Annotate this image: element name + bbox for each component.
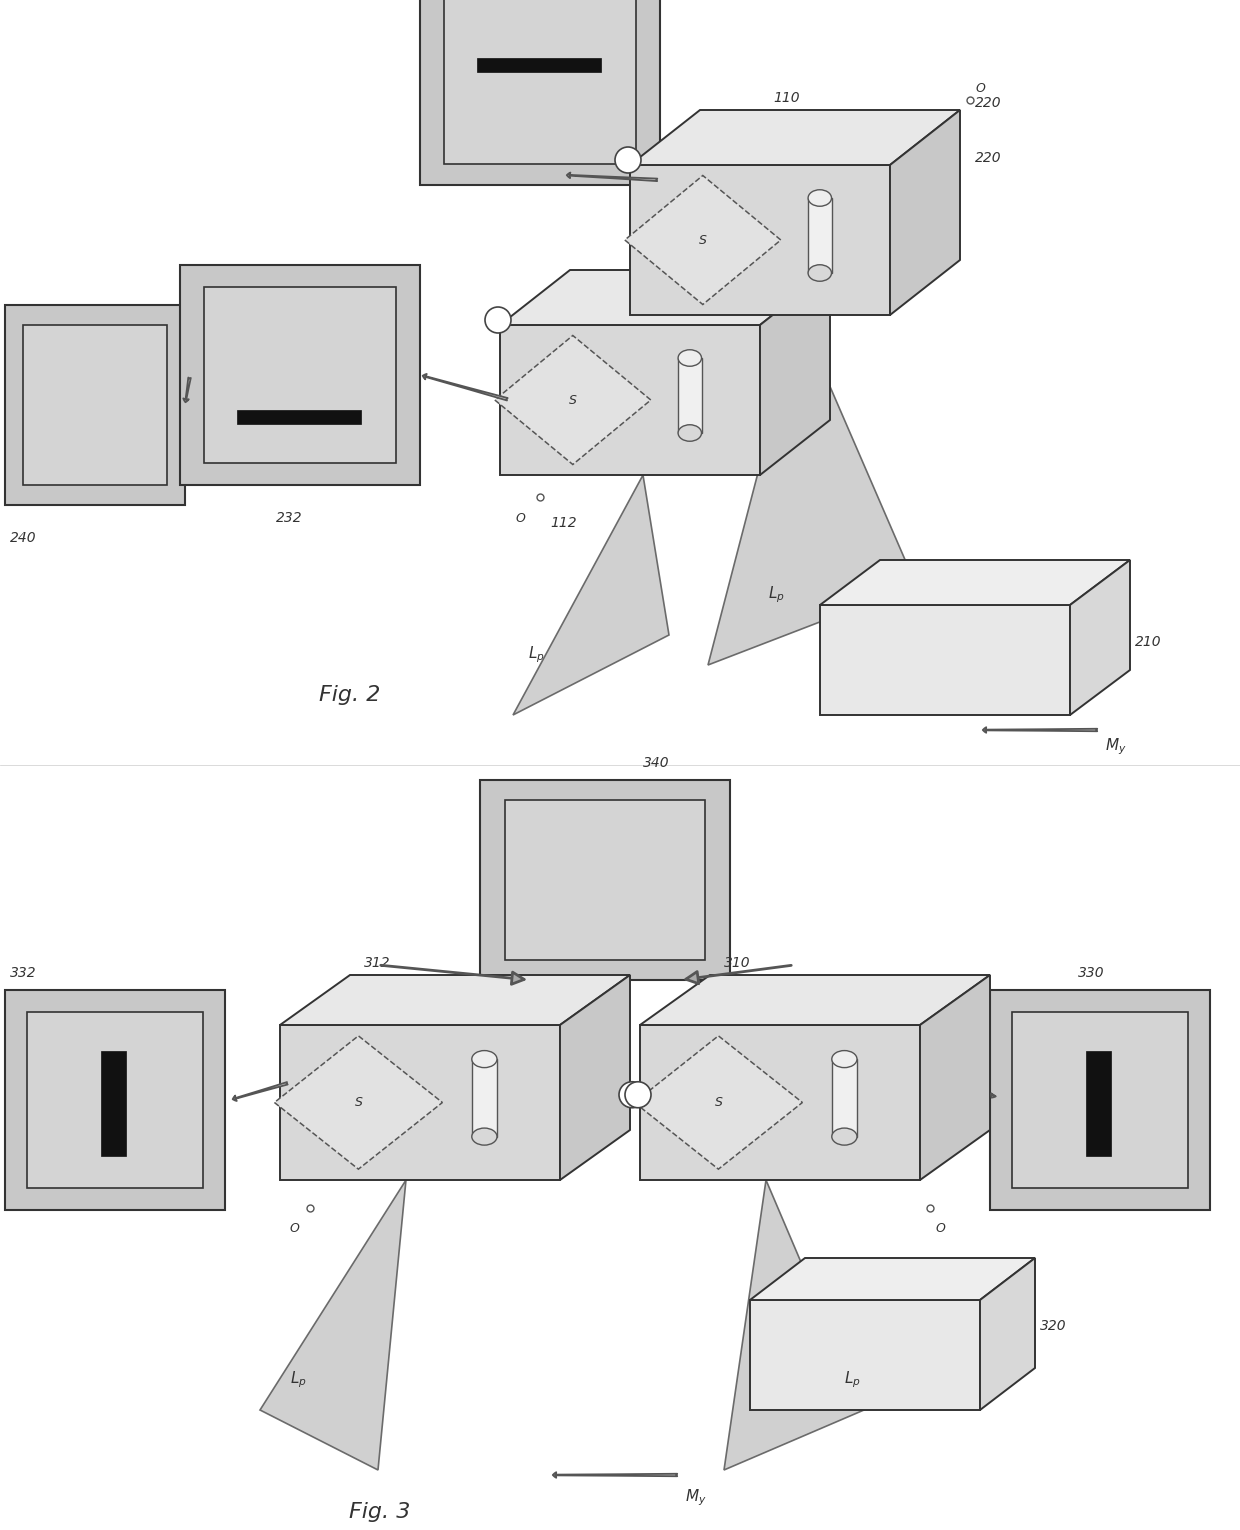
Polygon shape [260,1180,405,1470]
Text: O: O [935,1222,945,1235]
Polygon shape [724,1180,864,1470]
Ellipse shape [832,1051,857,1068]
Polygon shape [420,0,660,185]
Text: Fig. 3: Fig. 3 [350,1502,410,1522]
Text: $L_p$: $L_p$ [768,584,785,604]
Text: 220: 220 [975,96,1002,110]
Polygon shape [500,269,830,324]
Polygon shape [625,176,781,304]
Polygon shape [832,1059,857,1137]
Polygon shape [890,110,960,315]
Text: O: O [515,513,525,525]
Polygon shape [820,560,1130,604]
Text: Fig. 2: Fig. 2 [320,685,381,705]
Text: S: S [699,234,707,246]
Text: 340: 340 [642,756,670,770]
Polygon shape [1070,560,1130,715]
Polygon shape [750,1300,980,1411]
Text: S: S [569,393,577,407]
Polygon shape [630,165,890,315]
Text: O: O [290,1222,300,1235]
Polygon shape [237,410,361,424]
Circle shape [485,308,511,334]
Polygon shape [678,358,702,433]
Polygon shape [640,975,990,1025]
Ellipse shape [808,265,832,282]
Polygon shape [444,0,636,164]
Text: 312: 312 [365,956,391,970]
Text: $M_y$: $M_y$ [684,1487,707,1509]
Ellipse shape [471,1051,497,1068]
Text: $M_y$: $M_y$ [1105,736,1127,757]
Polygon shape [27,1011,203,1187]
Text: 310: 310 [724,956,750,970]
Text: 330: 330 [1078,965,1105,981]
Text: 320: 320 [1040,1319,1066,1333]
Polygon shape [750,1258,1035,1300]
Circle shape [625,1082,651,1108]
Polygon shape [205,288,396,464]
Text: 110: 110 [773,90,800,106]
Polygon shape [180,265,420,485]
Polygon shape [24,324,167,485]
Ellipse shape [678,425,702,441]
Polygon shape [990,990,1210,1210]
Circle shape [615,147,641,173]
Polygon shape [100,1051,125,1157]
Polygon shape [495,335,651,465]
Text: 220: 220 [975,151,1002,165]
Ellipse shape [808,190,832,207]
Polygon shape [760,269,830,474]
Ellipse shape [832,1128,857,1144]
Polygon shape [708,315,916,666]
Text: 232: 232 [277,511,303,525]
Text: O: O [975,83,985,95]
Polygon shape [280,1025,560,1180]
Text: $L_p$: $L_p$ [844,1369,861,1389]
Text: $L_p$: $L_p$ [528,644,544,666]
Polygon shape [500,324,760,474]
Polygon shape [471,1059,497,1137]
Text: 112: 112 [551,516,577,529]
Ellipse shape [471,1128,497,1144]
Polygon shape [560,975,630,1180]
Ellipse shape [678,350,702,366]
Text: 332: 332 [10,965,37,981]
Polygon shape [5,304,185,505]
Text: $L_p$: $L_p$ [290,1369,306,1389]
Text: S: S [355,1095,362,1109]
Polygon shape [274,1036,443,1169]
Polygon shape [280,975,630,1025]
Polygon shape [980,1258,1035,1411]
Text: S: S [714,1095,723,1109]
Polygon shape [5,990,224,1210]
Polygon shape [630,110,960,165]
Text: 210: 210 [1135,635,1162,649]
Polygon shape [640,1025,920,1180]
Polygon shape [1012,1011,1188,1187]
Polygon shape [808,197,832,272]
Circle shape [619,1082,645,1108]
Polygon shape [920,975,990,1180]
Polygon shape [635,1036,802,1169]
Text: 240: 240 [10,531,37,545]
Polygon shape [820,604,1070,715]
Polygon shape [1086,1051,1111,1157]
Polygon shape [476,58,601,72]
Polygon shape [513,474,670,715]
Polygon shape [505,800,706,959]
Polygon shape [480,780,730,981]
